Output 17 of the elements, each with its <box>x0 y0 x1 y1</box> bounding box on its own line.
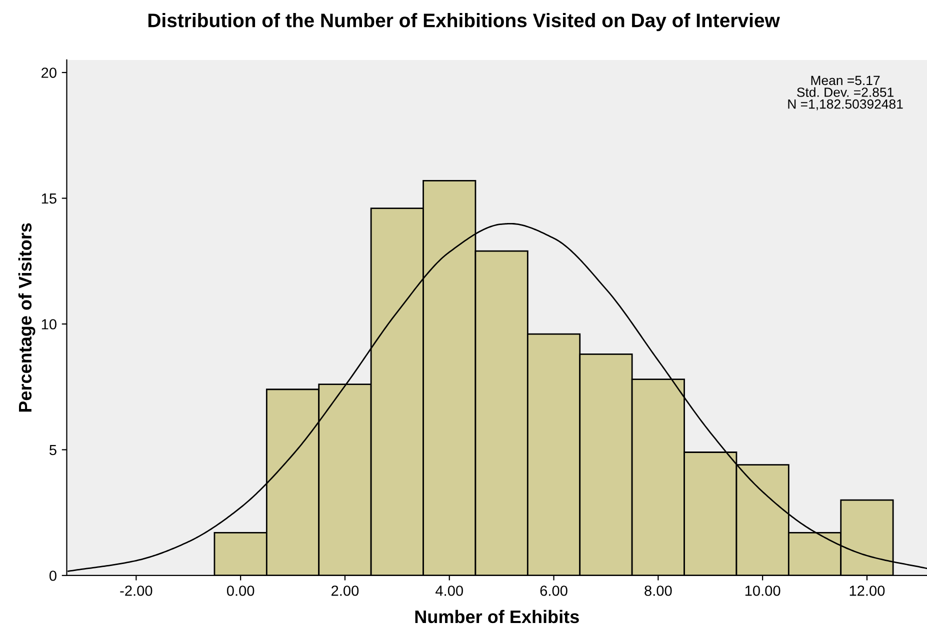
chart-title: Distribution of the Number of Exhibitions Visited on Day of Interview <box>148 13 780 32</box>
x-tick-label: 8.00 <box>644 586 672 596</box>
x-tick-label: 10.00 <box>745 586 780 596</box>
x-tick-label: 4.00 <box>436 586 463 596</box>
y-tick-label: 20 <box>42 68 56 78</box>
x-tick-label: 12.00 <box>850 586 885 596</box>
y-tick-label: 10 <box>42 319 56 330</box>
x-axis-title: Number of Exhibits <box>415 610 579 624</box>
y-tick-label: 0 <box>49 570 56 581</box>
y-tick-label: 15 <box>42 194 56 204</box>
annotation: Mean =5.17 Std. Dev. =2.851 N =1,182.50392481 <box>788 76 903 110</box>
y-tick-label: 5 <box>49 444 56 456</box>
x-tick-label: 2.00 <box>332 586 359 596</box>
x-tick-label: 6.00 <box>540 586 568 596</box>
x-tick-label: -2.00 <box>120 586 152 596</box>
y-axis-title: Percentage of Visitors <box>18 223 36 412</box>
x-tick-label: 0.00 <box>226 586 254 596</box>
